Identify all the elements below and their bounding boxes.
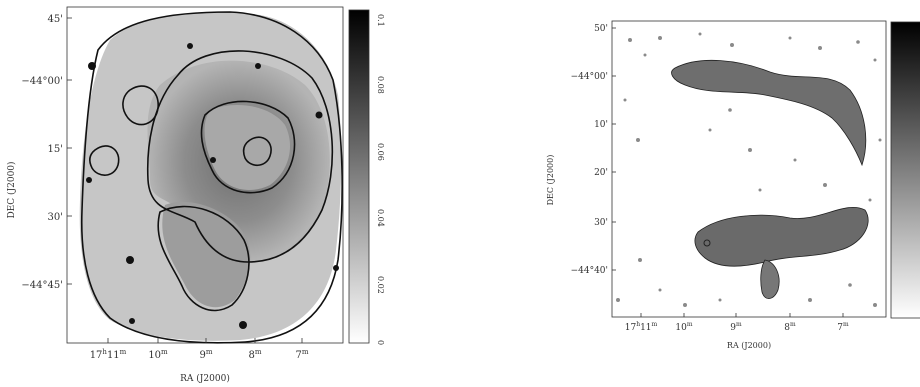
right-x-tick-label: 10m: [675, 321, 692, 333]
left-y-tick-label: −44°45': [21, 280, 63, 291]
right-y-axis-label: DEC (J2000): [546, 155, 555, 206]
right-x-tick-label: 17h11m: [625, 321, 658, 333]
right-lower-filament: [694, 206, 869, 267]
right-upper-filament: [671, 59, 867, 167]
right-lower-spur: [760, 259, 780, 299]
left-point-sources: [86, 43, 339, 329]
right-y-tick-label: 20': [594, 168, 608, 178]
right-x-tick-label: 9m: [730, 321, 742, 333]
left-y-tick-label: 45': [48, 14, 63, 25]
right-y-tick-label: −44°40': [571, 266, 608, 276]
left-x-axis: 17h11m 10m 9m 8m 7m RA (J2000): [90, 338, 309, 384]
left-y-tick-label: 15': [48, 144, 63, 155]
right-image-area: [611, 20, 887, 318]
left-y-axis: 45' −44°00' 15' 30' −44°45' DEC (J2000): [6, 14, 72, 291]
colorbar-tick-label: 0.06: [376, 143, 385, 161]
left-x-tick-label: 9m: [199, 348, 212, 361]
right-x-tick-label: 8m: [784, 321, 796, 333]
left-x-tick-label: 7m: [295, 348, 308, 361]
right-y-tick-label: 50': [594, 24, 608, 34]
right-colorbar: [890, 21, 920, 319]
right-x-axis: 17h11m 10m 9m 8m 7m RA (J2000): [625, 313, 849, 350]
colorbar-tick-label: 0.08: [376, 76, 385, 94]
left-x-tick-label: 10m: [148, 348, 168, 361]
colorbar-tick-label: 0.02: [376, 276, 385, 294]
right-x-tick-label: 7m: [837, 321, 849, 333]
left-colorbar: 0.1 0.08 0.06 0.04 0.02 0: [348, 9, 385, 345]
left-y-tick-label: 30': [48, 212, 63, 223]
right-x-axis-label: RA (J2000): [727, 341, 771, 350]
right-y-tick-label: −44°00': [571, 72, 608, 82]
colorbar-tick-label: 0.1: [376, 14, 385, 27]
left-y-tick-label: −44°00': [21, 76, 63, 87]
right-y-tick-label: 30': [594, 218, 608, 228]
left-x-tick-label: 17h11m: [90, 348, 127, 361]
right-y-axis: 50' −44°00' 10' 20' 30' −44°40' DEC (J20…: [546, 24, 616, 276]
left-lower-lobe: [162, 201, 251, 308]
left-inner-void: [204, 105, 290, 190]
right-noise-speckles: [616, 32, 882, 307]
right-y-tick-label: 10': [594, 120, 608, 130]
left-contours: [80, 11, 343, 344]
colorbar-tick-label: 0.04: [376, 209, 385, 227]
left-image-area: [66, 6, 344, 344]
right-panel: 50' −44°00' 10' 20' 30' −44°40' DEC (J20…: [546, 20, 920, 350]
right-point-source: [703, 239, 711, 247]
left-x-tick-label: 8m: [248, 348, 261, 361]
left-x-axis-label: RA (J2000): [180, 373, 230, 384]
left-panel: 45' −44°00' 15' 30' −44°45' DEC (J2000) …: [6, 6, 385, 384]
colorbar-tick-label: 0: [376, 340, 385, 345]
left-y-axis-label: DEC (J2000): [6, 161, 17, 218]
